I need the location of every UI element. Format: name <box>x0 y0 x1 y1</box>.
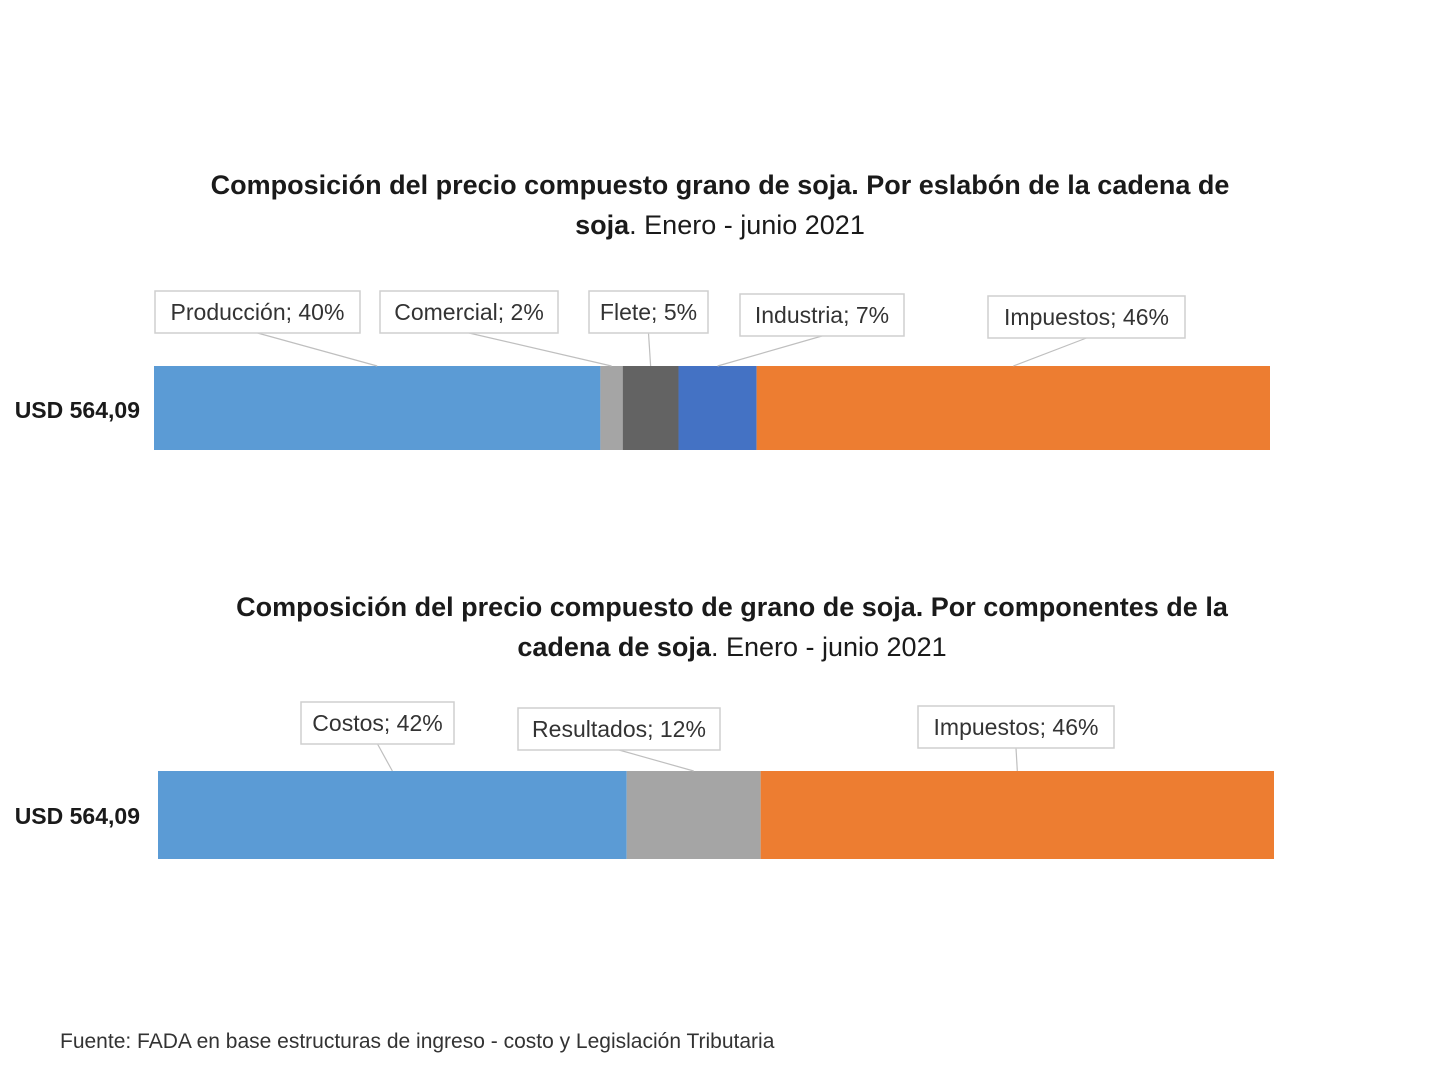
chart-2-data-label-costos: Costos; 42% <box>312 710 442 736</box>
chart-1-bar-flete <box>622 366 679 450</box>
chart-2-label-box-costos <box>300 701 455 745</box>
chart-1-data-label-producción: Producción; 40% <box>171 299 345 325</box>
chart-1-title-regular: . Enero - junio 2021 <box>629 210 865 240</box>
chart-1-data-label-comercial: Comercial; 2% <box>394 299 544 325</box>
chart-1-title-bold: Composición del precio compuesto grano d… <box>210 170 1230 240</box>
chart-2-bar-impuestos <box>760 771 1274 859</box>
chart-1-leader-flete <box>647 332 652 367</box>
chart-1-category-label: USD 564,09 <box>15 397 140 423</box>
chart-2-bar-costos <box>158 771 627 859</box>
chart-2-category-label: USD 564,09 <box>15 803 140 829</box>
chart-2-leader-costos <box>376 743 393 772</box>
chart-1-leader-impuestos <box>1013 337 1087 367</box>
chart-2-data-label-impuestos: Impuestos; 46% <box>934 714 1099 740</box>
chart-1-data-label-industria: Industria; 7% <box>755 302 889 328</box>
chart-2-leader-resultados <box>618 749 694 772</box>
chart-1-label-box-comercial <box>379 290 559 334</box>
chart-1-data-label-impuestos: Impuestos; 46% <box>1004 304 1169 330</box>
chart-1-leader-comercial <box>468 332 612 367</box>
chart-1-title: Composición del precio compuesto grano d… <box>200 165 1240 245</box>
chart-2-label-box-resultados <box>517 707 721 751</box>
chart-2-title-regular: . Enero - junio 2021 <box>710 632 947 662</box>
chart-1-data-label-flete: Flete; 5% <box>600 299 697 325</box>
chart-1-label-box-flete <box>588 290 709 334</box>
chart-2-title: Composición del precio compuesto de gran… <box>200 587 1264 667</box>
chart-1-bar-impuestos <box>756 366 1270 450</box>
chart-2-bar-resultados <box>626 771 761 859</box>
chart-1-label-box-impuestos <box>987 295 1186 339</box>
chart-1-bar-producción <box>154 366 601 450</box>
chart-2-title-bold: Composición del precio compuesto de gran… <box>236 592 1228 662</box>
chart-2-data-label-resultados: Resultados; 12% <box>532 716 706 742</box>
chart-1-label-box-producción <box>154 290 361 334</box>
chart-2-leader-impuestos <box>1015 747 1018 772</box>
chart-1-label-box-industria <box>739 293 905 337</box>
chart-1-leader-industria <box>717 335 823 367</box>
chart-1-bar-comercial <box>600 366 623 450</box>
chart-2-label-box-impuestos <box>917 705 1115 749</box>
chart-1-leader-producción <box>257 332 378 367</box>
source-footnote: Fuente: FADA en base estructuras de ingr… <box>60 1030 775 1053</box>
chart-1-bar-industria <box>678 366 757 450</box>
